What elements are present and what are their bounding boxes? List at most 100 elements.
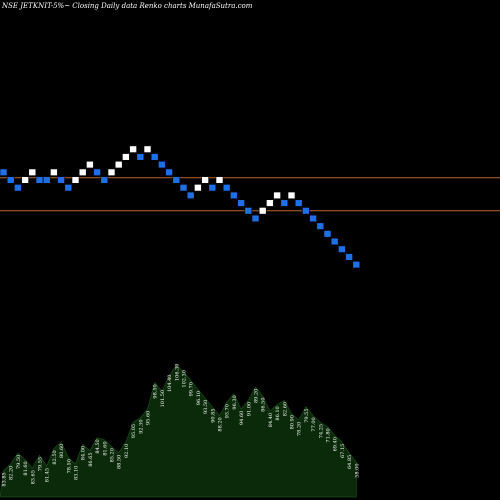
price-label: 78.20 xyxy=(297,422,303,436)
renko-brick-down xyxy=(93,168,101,176)
renko-brick-down xyxy=(251,214,260,223)
renko-brick-down xyxy=(64,184,73,192)
renko-brick-down xyxy=(222,184,231,192)
renko-brick-up xyxy=(129,145,137,153)
renko-brick-up xyxy=(194,184,202,192)
renko-brick-up xyxy=(21,176,29,184)
price-label: 78.50 xyxy=(66,459,72,473)
price-label: 95.60 xyxy=(146,411,152,425)
renko-brick-down xyxy=(14,184,22,192)
renko-brick-up xyxy=(71,176,80,184)
price-label: 67.15 xyxy=(340,444,346,458)
price-label: 82.20 xyxy=(9,466,15,480)
price-label: 86.65 xyxy=(88,452,94,466)
renko-brick-up xyxy=(287,191,296,200)
price-label: 88.20 xyxy=(218,417,224,431)
renko-brick-down xyxy=(330,237,339,246)
price-label: 93.50 xyxy=(203,400,209,414)
renko-brick-down xyxy=(158,160,166,169)
renko-brick-up xyxy=(258,207,267,215)
price-label: 89.20 xyxy=(254,389,260,403)
price-label: 80.90 xyxy=(290,415,296,429)
renko-brick-down xyxy=(0,168,8,176)
price-label: 86.50 xyxy=(261,397,267,411)
price-label: 96.30 xyxy=(232,395,238,409)
price-label: 91.00 xyxy=(246,402,252,416)
price-label: 82.50 xyxy=(52,450,58,464)
price-label: 99.70 xyxy=(189,382,195,396)
renko-brick-up xyxy=(28,168,37,176)
renko-brick-down xyxy=(100,176,109,184)
price-label: 79.55 xyxy=(38,457,44,471)
price-label: 81.45 xyxy=(45,468,51,482)
renko-brick-down xyxy=(244,207,253,215)
renko-brick-up xyxy=(78,168,87,176)
price-label: 81.60 xyxy=(102,441,108,455)
price-label: 86.10 xyxy=(275,406,281,420)
price-label: 96.10 xyxy=(196,391,202,405)
renko-brick-up xyxy=(266,199,274,207)
renko-brick-down xyxy=(294,199,303,207)
price-label: 79.55 xyxy=(304,408,310,422)
renko-brick-up xyxy=(215,176,224,184)
price-label: 82.60 xyxy=(282,402,288,416)
renko-brick-down xyxy=(150,153,159,161)
price-label: 58.00 xyxy=(354,463,360,477)
renko-brick-up xyxy=(114,160,123,169)
renko-brick-down xyxy=(280,199,289,207)
renko-brick-down xyxy=(316,222,325,230)
renko-brick-down xyxy=(323,230,332,238)
price-label: 88.50 xyxy=(117,455,123,469)
renko-brick-up xyxy=(201,176,209,184)
renko-brick-up xyxy=(50,168,58,176)
price-label: 94.60 xyxy=(239,411,245,425)
price-label: 104.40 xyxy=(167,375,173,393)
price-label: 106.30 xyxy=(174,364,180,382)
renko-brick-up xyxy=(86,160,94,169)
renko-brick-down xyxy=(208,184,217,192)
price-label: 64.85 xyxy=(347,455,353,469)
volume-area xyxy=(0,364,357,498)
price-label: 92.30 xyxy=(138,419,144,433)
price-label: 95.05 xyxy=(131,424,137,438)
renko-brick-down xyxy=(309,214,317,223)
volume-area-layer xyxy=(0,364,357,498)
renko-brick-down xyxy=(42,176,51,184)
renko-brick-down xyxy=(237,199,245,207)
price-label: 84.40 xyxy=(268,413,274,427)
price-label: 71.80 xyxy=(326,428,332,442)
renko-brick-down xyxy=(345,253,353,261)
price-label: 101.50 xyxy=(160,390,166,408)
price-label: 102.30 xyxy=(182,370,188,388)
price-label: 84.50 xyxy=(95,439,101,453)
price-label: 93.70 xyxy=(225,404,231,418)
price-label: 69.40 xyxy=(333,437,339,451)
price-label: 83.85 xyxy=(2,472,8,486)
renko-brick-down xyxy=(230,191,238,200)
renko-brick-down xyxy=(352,260,361,269)
renko-brick-down xyxy=(165,168,173,176)
price-label: 98.50 xyxy=(153,384,159,398)
renko-brick-down xyxy=(57,176,65,184)
renko-brick-down xyxy=(172,176,181,184)
renko-brick-down xyxy=(136,153,145,161)
chart-title: NSE JETKNIT-5%~ Closing Daily data Renko… xyxy=(2,2,253,10)
renko-brick-up xyxy=(273,191,281,200)
price-label: 83.65 xyxy=(30,470,36,484)
renko-brick-down xyxy=(35,176,44,184)
price-label: 90.85 xyxy=(210,408,216,422)
renko-brick-down xyxy=(338,245,346,253)
renko-bricks-layer xyxy=(0,145,361,269)
price-label: 84.00 xyxy=(81,446,87,460)
renko-brick-up xyxy=(107,168,116,176)
renko-brick-down xyxy=(179,184,188,192)
price-label: 79.50 xyxy=(16,455,22,469)
price-label: 80.60 xyxy=(59,444,65,458)
price-label: 74.25 xyxy=(318,424,324,438)
price-label: 85.20 xyxy=(110,448,116,462)
renko-brick-down xyxy=(302,207,310,215)
price-label: 92.10 xyxy=(124,444,130,458)
